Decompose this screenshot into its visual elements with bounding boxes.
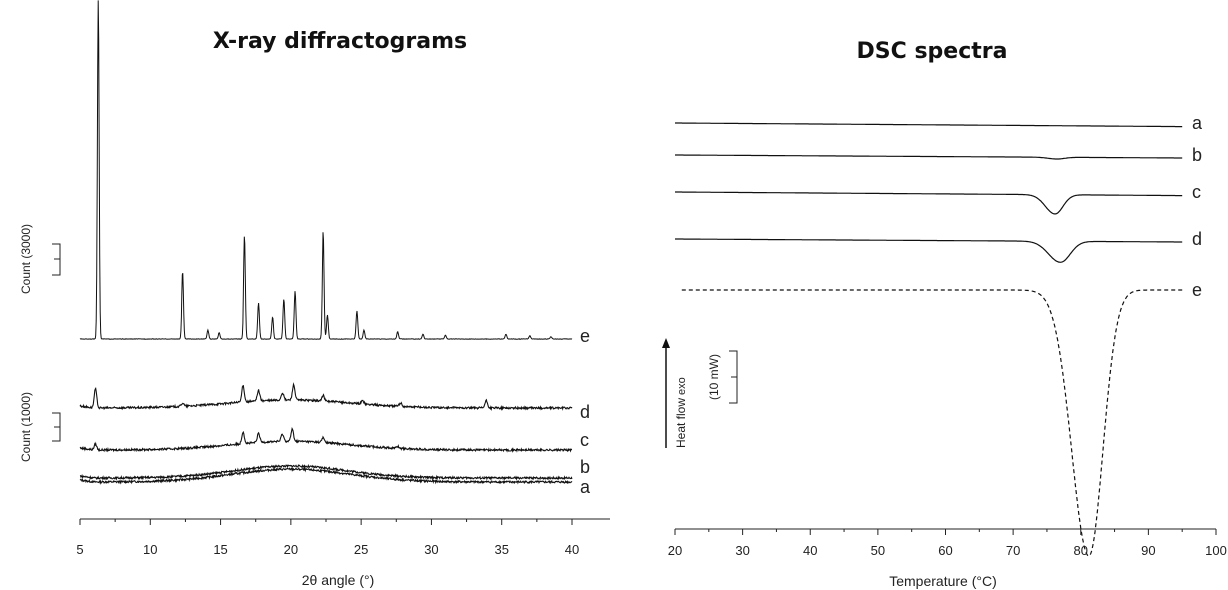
dsc-trace-d bbox=[675, 238, 1183, 263]
xrd-trace-a bbox=[79, 466, 573, 485]
dsc-tick-label: 80 bbox=[1074, 543, 1088, 558]
xrd-curve-label-d: d bbox=[580, 402, 590, 422]
dsc-tick-label: 70 bbox=[1006, 543, 1020, 558]
dsc-title: DSC spectra bbox=[857, 39, 1008, 64]
dsc-chart: DSC spectra abc d e 20 30 40 50 60 70 80 90 100 Te… bbox=[662, 39, 1227, 589]
dsc-tick-label: 50 bbox=[871, 543, 885, 558]
dsc-scale-label: (10 mW) bbox=[707, 354, 721, 400]
dsc-scale-bar: (10 mW) bbox=[707, 350, 738, 404]
dsc-tick-label: 60 bbox=[938, 543, 952, 558]
dsc-curve-label-a: a bbox=[1192, 113, 1203, 133]
xrd-curve-label-a: a bbox=[580, 477, 591, 497]
xrd-trace-d bbox=[79, 382, 573, 412]
xrd-tick-label: 30 bbox=[424, 542, 438, 557]
xrd-curve-label-c: c bbox=[580, 430, 589, 450]
dsc-curve-label-e: e bbox=[1192, 280, 1202, 300]
xrd-scale-label-1000: Count (1000) bbox=[19, 392, 33, 462]
dsc-x-ticks: 20 30 40 50 60 70 80 90 100 bbox=[668, 529, 1227, 558]
xrd-tick-label: 5 bbox=[76, 542, 83, 557]
dsc-traces: abc d e bbox=[675, 113, 1203, 557]
xrd-tick-label: 20 bbox=[284, 542, 298, 557]
dsc-trace-c bbox=[675, 191, 1183, 215]
dsc-curve-label-d: d bbox=[1192, 229, 1202, 249]
xrd-title: X-ray diffractograms bbox=[213, 29, 467, 54]
dsc-trace-b bbox=[675, 154, 1183, 160]
dsc-tick-label: 90 bbox=[1141, 543, 1155, 558]
dsc-tick-label: 100 bbox=[1205, 543, 1227, 558]
dsc-tick-label: 20 bbox=[668, 543, 682, 558]
dsc-curve-label-b: b bbox=[1192, 145, 1202, 165]
xrd-tick-label: 25 bbox=[354, 542, 368, 557]
xrd-trace-e bbox=[79, 0, 573, 340]
xrd-trace-c bbox=[79, 427, 573, 454]
dsc-y-label-exo: exo bbox=[676, 377, 688, 395]
xrd-scale-bar-1000: Count (1000) bbox=[19, 392, 61, 462]
dsc-y-label: Heat flow exo bbox=[674, 377, 688, 448]
dsc-tick-label: 30 bbox=[735, 543, 749, 558]
xrd-tick-label: 35 bbox=[494, 542, 508, 557]
dsc-trace-e bbox=[681, 289, 1183, 557]
xrd-curve-label-b: b bbox=[580, 457, 590, 477]
xrd-tick-label: 15 bbox=[213, 542, 227, 557]
dsc-y-label-main: Heat flow bbox=[674, 398, 688, 448]
xrd-tick-label: 40 bbox=[565, 542, 579, 557]
xrd-tick-label: 10 bbox=[143, 542, 157, 557]
dsc-heat-flow-arrow bbox=[662, 338, 670, 448]
dsc-tick-label: 40 bbox=[803, 543, 817, 558]
xrd-scale-bar-3000: Count (3000) bbox=[19, 224, 61, 294]
dsc-trace-a bbox=[675, 122, 1183, 128]
xrd-x-ticks: 5 10 15 20 25 30 35 40 bbox=[76, 519, 579, 557]
xrd-trace-b bbox=[79, 463, 573, 481]
dsc-x-label: Temperature (°C) bbox=[889, 573, 997, 589]
xrd-curve-label-e: e bbox=[580, 326, 590, 346]
xrd-x-label: 2θ angle (°) bbox=[302, 572, 375, 588]
dsc-curve-label-c: c bbox=[1192, 182, 1201, 202]
xrd-scale-label-3000: Count (3000) bbox=[19, 224, 33, 294]
